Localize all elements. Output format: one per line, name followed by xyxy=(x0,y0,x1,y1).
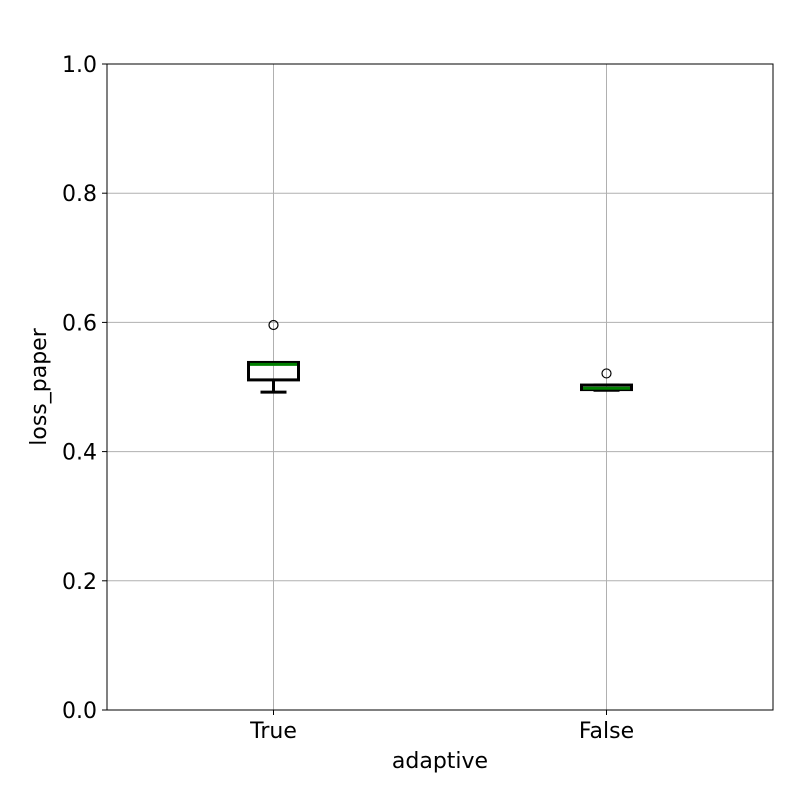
x-tick-label: True xyxy=(249,719,297,744)
axis-ticks: 0.0 0.2 0.4 0.6 0.8 1.0 True False xyxy=(62,53,634,744)
y-tick-label: 1.0 xyxy=(62,53,97,78)
x-tick-label: False xyxy=(579,719,634,744)
iqr-box xyxy=(247,360,300,382)
y-tick-label: 0.8 xyxy=(62,182,97,207)
y-tick-label: 0.6 xyxy=(62,311,97,336)
y-tick-label: 0.4 xyxy=(62,441,97,466)
box-plot-false xyxy=(580,368,633,392)
x-axis-title: adaptive xyxy=(392,749,488,774)
outlier-point xyxy=(268,319,279,331)
y-tick-label: 0.0 xyxy=(62,699,97,724)
box-plot-true xyxy=(247,319,300,394)
grid xyxy=(107,63,773,711)
y-tick-label: 0.2 xyxy=(62,570,97,595)
y-axis-title: loss_paper xyxy=(27,327,52,445)
box-plots xyxy=(247,319,633,394)
outlier-point xyxy=(601,368,612,379)
plot-frame xyxy=(106,63,774,711)
